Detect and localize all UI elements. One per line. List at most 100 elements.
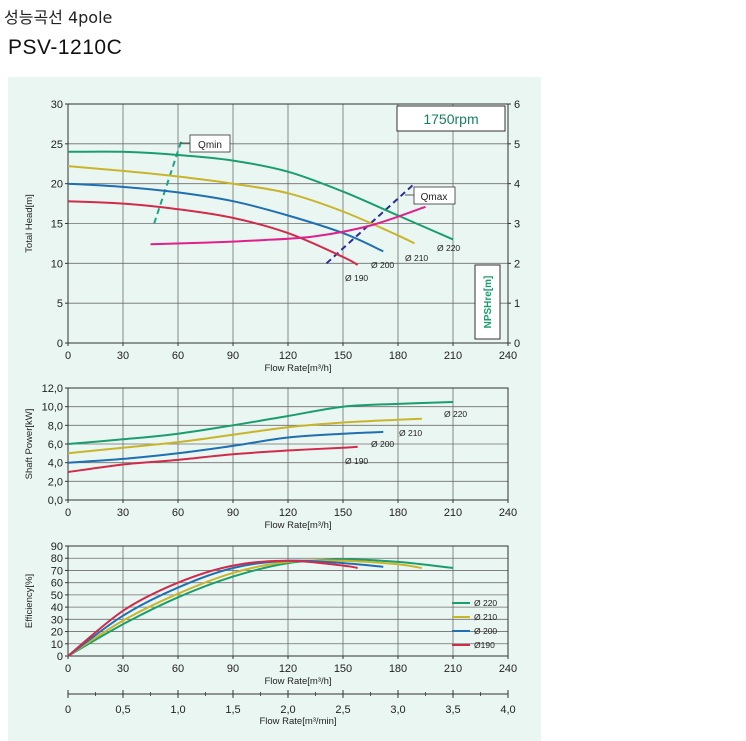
power-xlabel: Flow Rate[m³/h]: [264, 520, 331, 531]
rpm-label: 1750rpm: [423, 111, 478, 127]
power-ytick-label: 2,0: [48, 476, 63, 488]
power-series-210: [67, 417, 422, 455]
power-xtick-label: 0: [65, 507, 71, 519]
power-series-190: [67, 445, 358, 473]
head-y2tick-label: 4: [514, 179, 520, 191]
efficiency-ytick-label: 30: [51, 614, 63, 626]
efficiency-series-190: [67, 559, 358, 657]
qmax-label-box: [413, 186, 456, 205]
efficiency-xtick-label: 0: [65, 663, 71, 675]
qmax-label: Qmax: [421, 192, 448, 203]
head-series-label: Ø 190: [345, 273, 368, 283]
head-ytick-label: 20: [51, 179, 63, 191]
head-series-210: [67, 165, 415, 245]
power-xtick-label: 30: [117, 507, 129, 519]
efficiency-ylabel: Efficiency[%]: [24, 574, 35, 628]
head-series-label: Ø 220: [437, 243, 460, 253]
efficiency-xtick-label: 210: [444, 663, 462, 675]
m3min-xtick-label: 1,0: [170, 704, 185, 716]
power-xtick-label: 90: [227, 507, 239, 519]
head-xtick-label: 120: [279, 350, 297, 362]
m3min-xtick-label: 1,5: [225, 704, 240, 716]
power-xtick-label: 150: [334, 507, 352, 519]
power-ytick-label: 8,0: [48, 420, 63, 432]
power-xtick-label: 210: [444, 507, 462, 519]
power-ytick-label: 10,0: [42, 402, 63, 414]
power-xtick-label: 60: [172, 507, 184, 519]
legend-label: Ø 210: [474, 612, 497, 622]
power-series-label: Ø 200: [371, 439, 394, 449]
power-xtick-label: 180: [389, 507, 407, 519]
power-series-200: [67, 430, 384, 464]
power-ytick-label: 6,0: [48, 439, 63, 451]
head-series-label: Ø 210: [405, 253, 428, 263]
m3min-xtick-label: 4,0: [500, 704, 515, 716]
head-y2tick-label: 6: [514, 99, 520, 111]
head-series-label: Ø 200: [371, 260, 394, 270]
efficiency-xtick-label: 60: [172, 663, 184, 675]
efficiency-series-210: [67, 559, 422, 657]
efficiency-ytick-label: 70: [51, 565, 63, 577]
head-y2tick-label: 3: [514, 219, 520, 231]
m3min-xtick-label: 3,0: [390, 704, 405, 716]
efficiency-ytick-label: 60: [51, 578, 63, 590]
qmin-label: Qmin: [198, 140, 222, 151]
efficiency-xtick-label: 30: [117, 663, 129, 675]
head-series-190: [67, 200, 359, 266]
legend-label: Ø190: [474, 640, 495, 650]
power-xtick-label: 240: [499, 507, 517, 519]
npsh-label-box: [474, 264, 501, 340]
head-y2tick-label: 0: [514, 338, 520, 350]
qmin-line: [153, 139, 183, 224]
power-series-label: Ø 220: [444, 409, 467, 419]
efficiency-ytick-label: 50: [51, 590, 63, 602]
efficiency-xtick-label: 90: [227, 663, 239, 675]
m3min-xtick-label: 3,5: [445, 704, 460, 716]
head-xtick-label: 0: [65, 350, 71, 362]
qmin-label-box: [189, 134, 231, 153]
efficiency-series-220: [67, 558, 454, 657]
head-ytick-label: 10: [51, 258, 63, 270]
head-ytick-label: 0: [57, 338, 63, 350]
m3min-xlabel: Flow Rate[m³/min]: [259, 716, 336, 727]
power-ytick-label: 12,0: [42, 383, 63, 395]
head-y2label: NPSHre[m]: [483, 276, 494, 329]
head-xtick-label: 180: [389, 350, 407, 362]
head-xtick-label: 90: [227, 350, 239, 362]
efficiency-ytick-label: 20: [51, 627, 63, 639]
efficiency-xtick-label: 240: [499, 663, 517, 675]
head-ytick-label: 15: [51, 219, 63, 231]
head-y2tick-label: 1: [514, 298, 520, 310]
power-series-label: Ø 210: [399, 428, 422, 438]
legend-label: Ø 220: [474, 598, 497, 608]
power-series-label: Ø 190: [345, 456, 368, 466]
m3min-xtick-label: 0,5: [115, 704, 130, 716]
head-xtick-label: 30: [117, 350, 129, 362]
head-y2tick-label: 5: [514, 139, 520, 151]
head-ytick-label: 25: [51, 139, 63, 151]
head-xtick-label: 240: [499, 350, 517, 362]
head-ytick-label: 5: [57, 298, 63, 310]
rpm-box: [396, 105, 506, 132]
m3min-xtick-label: 2,0: [280, 704, 295, 716]
efficiency-ytick-label: 10: [51, 639, 63, 651]
efficiency-ytick-label: 90: [51, 541, 63, 553]
efficiency-series-200: [67, 559, 384, 657]
head-series-npsh: [150, 205, 426, 246]
efficiency-xtick-label: 120: [279, 663, 297, 675]
legend-label: Ø 200: [474, 626, 497, 636]
head-series-220: [67, 150, 454, 241]
efficiency-xtick-label: 180: [389, 663, 407, 675]
efficiency-ytick-label: 0: [57, 651, 63, 663]
head-y2tick-label: 2: [514, 258, 520, 270]
efficiency-xtick-label: 150: [334, 663, 352, 675]
efficiency-ytick-label: 40: [51, 602, 63, 614]
m3min-xtick-label: 2,5: [335, 704, 350, 716]
power-ytick-label: 4,0: [48, 458, 63, 470]
head-ytick-label: 30: [51, 99, 63, 111]
page-title: 성능곡선 4pole: [4, 8, 113, 27]
head-xtick-label: 210: [444, 350, 462, 362]
power-series-220: [67, 401, 454, 445]
m3min-xtick-label: 0: [65, 704, 71, 716]
